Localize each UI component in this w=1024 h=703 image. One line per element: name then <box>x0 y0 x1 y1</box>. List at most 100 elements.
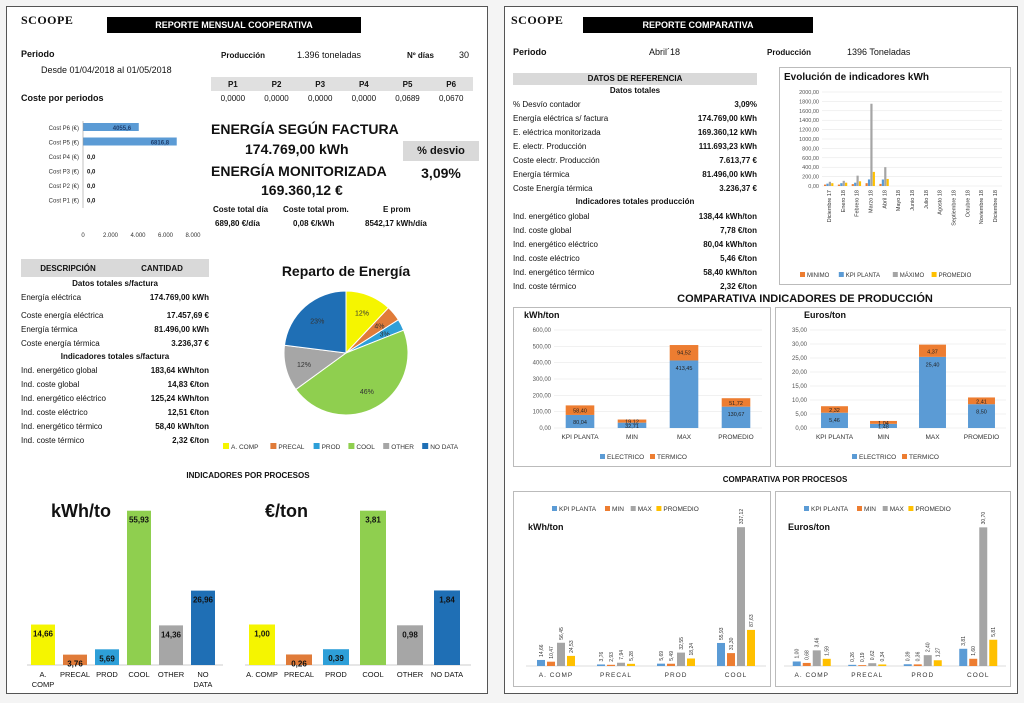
grouped-bar <box>989 639 998 666</box>
x-tick-label: COOL <box>967 672 989 679</box>
grouped-bar <box>812 650 821 666</box>
p-value: 0,0000 <box>351 93 377 103</box>
process-bar <box>434 590 460 665</box>
y-tick-label: 400,00 <box>533 361 552 367</box>
produccion-label: Producción <box>767 48 812 57</box>
bar-value-label: 0,0 <box>87 184 96 190</box>
process-bar <box>159 625 183 665</box>
dias-value: 30 <box>459 50 470 60</box>
legend-label: KPI PLANTA <box>559 506 597 513</box>
legend-swatch <box>656 506 662 511</box>
legend-swatch <box>348 443 355 449</box>
produccion-label: Producción <box>221 51 266 60</box>
x-tick-label: Julio 18 <box>924 190 930 209</box>
row-value: 12,51 €/ton <box>167 407 209 417</box>
legend-swatch <box>800 272 805 277</box>
y-tick-label: 1000,00 <box>799 137 819 143</box>
row-label: Energía eléctrica s/ factura <box>513 113 609 123</box>
rows-totales: % Desvío contador 3,09% Energía eléctrica … <box>513 97 757 195</box>
reparto-chart-box: Reparto de Energía 12% 4% 3% 46% 12% 23% A. CO… <box>215 259 477 459</box>
legend-swatch <box>223 443 229 449</box>
x-tick-label: Diciembre 17 <box>827 190 833 222</box>
stacked-bar <box>919 356 946 428</box>
row-value: 58,40 kWh/ton <box>703 267 757 277</box>
grouped-bar <box>547 661 555 666</box>
bar-value-label: 4,37 <box>927 349 938 355</box>
y-tick-label: 1400,00 <box>799 118 819 124</box>
bar-category-label: A. COMP <box>246 670 278 679</box>
bar-value-label: 10,47 <box>549 646 555 659</box>
table-row: Ind. coste global 7,78 €/ton <box>513 223 757 237</box>
energia-monit-label: ENERGÍA MONITORIZADA <box>211 163 387 179</box>
kwh-title: kWh/to <box>51 501 111 521</box>
legend-label: PROD <box>322 444 341 451</box>
x-tick-label: Noviembre 18 <box>979 190 985 224</box>
bar-value-label: 0,19 <box>860 652 866 662</box>
bar-value-label: 0,62 <box>870 650 876 660</box>
legend-swatch <box>882 506 888 511</box>
bar-value-label: 3,46 <box>815 637 821 647</box>
pie-slice-label: 12% <box>355 311 369 318</box>
bar-value-label: 5,28 <box>629 651 635 661</box>
row-label: Ind. energético térmico <box>21 421 103 431</box>
x-tick-label: Marzo 18 <box>868 190 874 213</box>
x-tick-label: MIN <box>878 434 890 441</box>
grouped-bar <box>737 527 745 666</box>
x-tick-label: Abril 18 <box>882 190 888 209</box>
y-tick-label: 500,00 <box>533 344 552 350</box>
legend-label: OTHER <box>391 444 414 451</box>
bar-value-label: 0,0 <box>87 170 96 176</box>
x-tick-label: PROD <box>665 672 688 679</box>
evol-bar <box>872 171 875 186</box>
row-label: Energía térmica <box>21 324 78 334</box>
bar-value-label: 32,71 <box>625 424 639 430</box>
table-row: % Desvío contador 3,09% <box>513 97 757 111</box>
row-label: E. eléctrica monitorizada <box>513 127 601 137</box>
bar-value-label: 5,69 <box>659 651 665 661</box>
comp-eur-chart: 0,00 5,00 10,00 15,00 20,00 25,00 30,00 35,00 5,… <box>792 328 1006 461</box>
y-tick-label: 1200,00 <box>799 128 819 134</box>
bar-value-label: 5,69 <box>99 654 115 663</box>
table-row: Ind. coste global 14,83 €/ton <box>21 377 209 391</box>
stacked-bar <box>870 423 897 428</box>
table-row: Ind. energético eléctrico 125,24 kWh/ton <box>21 391 209 405</box>
process-bar <box>191 590 215 665</box>
bar-value-label: 26,96 <box>193 596 214 605</box>
legend-label: TERMICO <box>657 454 687 461</box>
bar-value-label: 32,55 <box>679 637 685 650</box>
procs-eur-chart: 1,00 0,68 3,46 1,59 A. COMP 0,26 0,19 0,62 0,34 P… <box>784 506 1006 679</box>
bar-category-label: Cost P1 (€) <box>49 199 79 205</box>
grouped-bar <box>657 663 665 666</box>
evol-bar <box>828 181 831 186</box>
bar-value-label: 2,93 <box>609 652 615 662</box>
process-bar <box>360 510 386 665</box>
grouped-bar <box>567 655 575 666</box>
evol-bar <box>851 184 854 186</box>
bar-value-label: 5,46 <box>829 418 840 424</box>
comp-kwh-unit: kWh/ton <box>524 310 560 320</box>
kpi-value-coste-prom: 0,08 €/kWh <box>293 219 335 228</box>
bar-value-label: 55,93 <box>129 516 150 525</box>
row-label: Ind. energético eléctrico <box>513 239 598 249</box>
bar-value-label: 1,27 <box>936 647 942 657</box>
process-bar <box>249 624 275 665</box>
bar-category-label: COOL <box>128 670 149 679</box>
bar-value-label: 1,84 <box>439 595 455 604</box>
row-label: Ind. coste global <box>513 225 572 235</box>
energia-factura-label: ENERGÍA SEGÚN FACTURA <box>211 121 399 137</box>
bar-value-label: 80,04 <box>573 420 587 426</box>
legend-swatch <box>422 443 429 449</box>
kpi-value-coste-dia: 689,80 €/día <box>215 219 260 228</box>
bar-value-label: 14,36 <box>161 630 182 639</box>
legend-label: COOL <box>356 444 375 451</box>
legend-swatch <box>902 454 907 459</box>
bar-category-label: Cost P2 (€) <box>49 184 79 190</box>
evol-bar <box>858 181 862 186</box>
grouped-bar <box>597 664 605 666</box>
legend-label: MAX <box>890 506 905 513</box>
table-row: Ind. coste eléctrico 5,46 €/ton <box>513 251 757 265</box>
x-tick-label: A. COMP <box>539 672 573 679</box>
y-tick-label: 5,00 <box>795 412 807 418</box>
grouped-bar <box>979 527 988 666</box>
pie-slice-label: 3% <box>380 331 390 338</box>
